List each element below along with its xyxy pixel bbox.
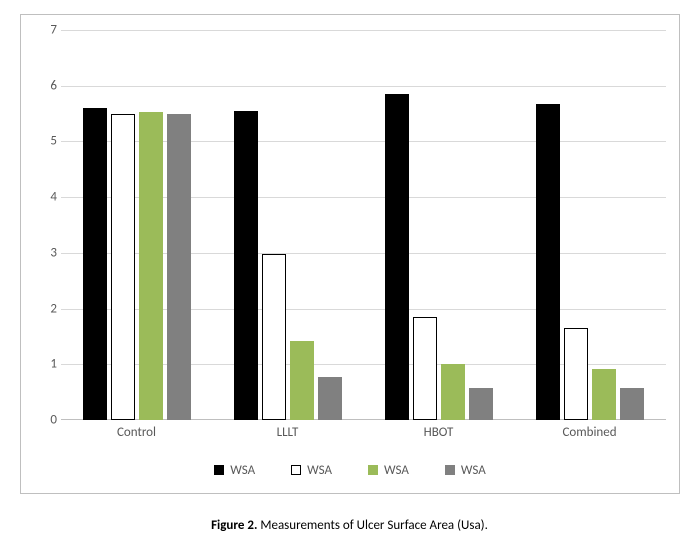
x-tick-label: LLLT <box>212 425 363 440</box>
caption-text: Measurements of Ulcer Surface Area (Usa)… <box>257 518 487 533</box>
legend-item: WSA <box>291 463 332 478</box>
bar <box>83 108 107 420</box>
gridline <box>61 86 666 87</box>
chart-frame: WSA WSA WSA WSA 0 1 2 3 4 5 6 7 ControlLLLTHBOTComb… <box>20 14 680 494</box>
bar <box>536 104 560 420</box>
y-tick-label: 2 <box>33 301 57 316</box>
legend-label: WSA <box>461 463 486 478</box>
y-tick-label: 1 <box>33 357 57 372</box>
legend-label: WSA <box>230 463 255 478</box>
legend: WSA WSA WSA WSA <box>21 463 679 480</box>
bar <box>592 369 616 420</box>
bar <box>262 254 286 420</box>
bar <box>564 328 588 420</box>
x-tick-label: Control <box>61 425 212 440</box>
legend-swatch <box>291 465 301 475</box>
y-tick-label: 0 <box>33 413 57 428</box>
figure-caption: Figure 2. Measurements of Ulcer Surface … <box>0 518 699 533</box>
legend-item: WSA <box>214 463 255 478</box>
legend-swatch <box>445 465 455 475</box>
legend-swatch <box>214 465 224 475</box>
bar <box>620 388 644 420</box>
legend-swatch <box>368 465 378 475</box>
plot-area <box>61 30 666 420</box>
bar <box>441 364 465 420</box>
bar <box>167 114 191 420</box>
legend-label: WSA <box>384 463 409 478</box>
y-tick-label: 6 <box>33 78 57 93</box>
y-tick-label: 7 <box>33 23 57 38</box>
bar <box>234 111 258 420</box>
bar <box>139 112 163 420</box>
bar <box>469 388 493 420</box>
x-tick-label: Combined <box>514 425 665 440</box>
legend-item: WSA <box>445 463 486 478</box>
bar <box>111 114 135 420</box>
caption-bold: Figure 2. <box>211 518 257 533</box>
bar <box>318 377 342 420</box>
x-tick-label: HBOT <box>363 425 514 440</box>
bar <box>290 341 314 420</box>
legend-item: WSA <box>368 463 409 478</box>
gridline <box>61 30 666 31</box>
legend-label: WSA <box>307 463 332 478</box>
y-tick-label: 4 <box>33 190 57 205</box>
y-tick-label: 5 <box>33 134 57 149</box>
bar <box>413 317 437 420</box>
bar <box>385 94 409 420</box>
y-tick-label: 3 <box>33 245 57 260</box>
